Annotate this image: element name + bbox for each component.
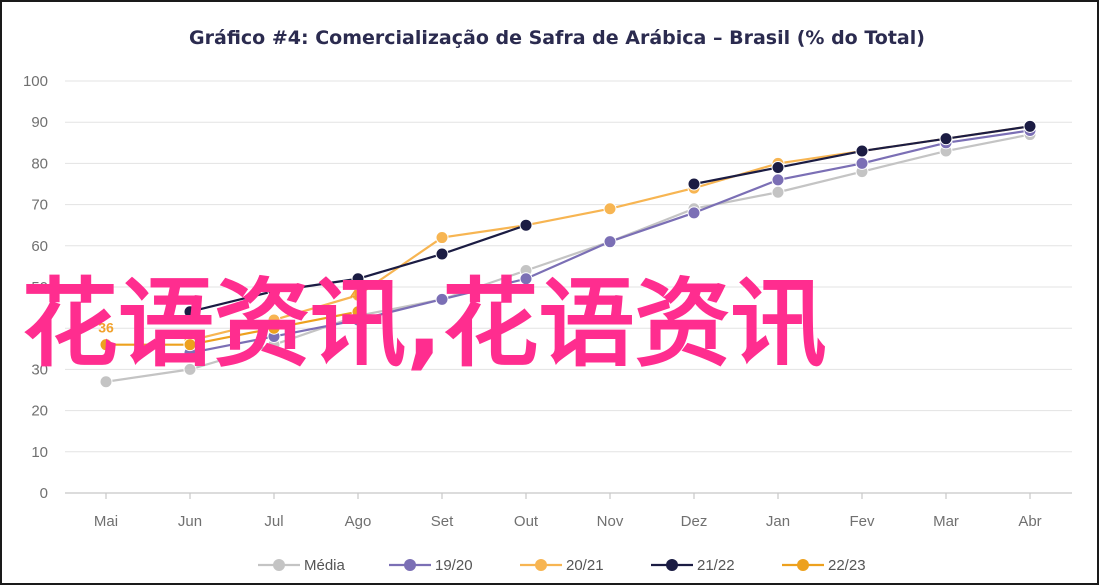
- legend-label: 19/20: [435, 557, 473, 574]
- watermark-overlay-text: 花语资讯,花语资讯: [22, 268, 826, 380]
- data-point: [939, 132, 953, 146]
- data-point: [351, 272, 365, 286]
- data-point: [687, 206, 701, 220]
- y-tick-label: 60: [31, 238, 48, 255]
- x-tick-label: Out: [514, 513, 539, 530]
- x-tick-label: Mar: [933, 513, 959, 530]
- y-tick-label: 10: [31, 444, 48, 461]
- x-tick-label: Fev: [849, 513, 875, 530]
- x-tick-label: Mai: [94, 513, 118, 530]
- data-point: [183, 338, 197, 352]
- data-label: 36: [98, 320, 114, 336]
- series-line: [105, 133, 1031, 383]
- legend-label: 22/23: [828, 557, 866, 574]
- legend-label: Média: [304, 557, 346, 574]
- legend: Média 19/20 20/21 21/22 22/23: [258, 557, 866, 574]
- y-tick-label: 70: [31, 197, 48, 214]
- legend-marker: [666, 559, 678, 571]
- data-point: [855, 156, 869, 170]
- data-point: [771, 173, 785, 187]
- series-lines: [99, 119, 1037, 389]
- legend-label: 21/22: [697, 557, 735, 574]
- series-21-22: [183, 119, 1037, 319]
- legend-item: 20/21: [520, 557, 604, 574]
- data-point: [687, 177, 701, 191]
- legend-marker: [797, 559, 809, 571]
- x-tick-label: Ago: [345, 513, 372, 530]
- data-point: [1023, 119, 1037, 133]
- data-point: [267, 284, 281, 298]
- y-tick-label: 90: [31, 114, 48, 131]
- data-point: [351, 288, 365, 302]
- y-axis-ticks: 0 10 20 30 40 50 60 70 80 90 100: [23, 73, 48, 502]
- data-point: [435, 231, 449, 245]
- data-point: [519, 272, 533, 286]
- x-tick-label: Jan: [766, 513, 790, 530]
- y-tick-label: 80: [31, 155, 48, 172]
- x-tick-label: Dez: [681, 513, 708, 530]
- legend-item: Média: [258, 557, 346, 574]
- legend-item: 19/20: [389, 557, 473, 574]
- legend-label: 20/21: [566, 557, 604, 574]
- data-point: [603, 202, 617, 216]
- y-tick-label: 30: [31, 361, 48, 378]
- x-tick-label: Abr: [1018, 513, 1041, 530]
- data-point: [351, 305, 365, 319]
- y-tick-label: 20: [31, 403, 48, 420]
- data-point: [99, 375, 113, 389]
- legend-marker: [273, 559, 285, 571]
- data-point: [99, 338, 113, 352]
- x-tick-label: Jul: [264, 513, 283, 530]
- data-point: [603, 235, 617, 249]
- data-labels: 36 44: [98, 287, 366, 336]
- legend-marker: [535, 559, 547, 571]
- data-point: [183, 305, 197, 319]
- data-point: [855, 144, 869, 158]
- y-tick-label: 50: [31, 279, 48, 296]
- series-22-23: [99, 305, 365, 352]
- x-axis-ticks: Mai Jun Jul Ago Set Out Nov Dez Jan Fev Mar Abr: [94, 493, 1042, 530]
- legend-marker: [404, 559, 416, 571]
- legend-item: 22/23: [782, 557, 866, 574]
- gridlines: [65, 80, 1072, 494]
- x-tick-label: Jun: [178, 513, 202, 530]
- legend-item: 21/22: [651, 557, 735, 574]
- y-tick-label: 0: [40, 485, 48, 502]
- data-point: [519, 218, 533, 232]
- x-tick-label: Set: [431, 513, 454, 530]
- series-line: [106, 310, 359, 346]
- y-tick-label: 100: [23, 73, 48, 90]
- data-point: [771, 161, 785, 175]
- x-tick-label: Nov: [597, 513, 624, 530]
- data-point: [267, 321, 281, 335]
- data-label: 44: [350, 287, 366, 303]
- data-point: [771, 185, 785, 199]
- data-point: [435, 247, 449, 261]
- data-point: [435, 292, 449, 306]
- chart-title: Gráfico #4: Comercialização de Safra de …: [189, 27, 925, 49]
- y-tick-label: 40: [31, 320, 48, 337]
- data-point: [183, 362, 197, 376]
